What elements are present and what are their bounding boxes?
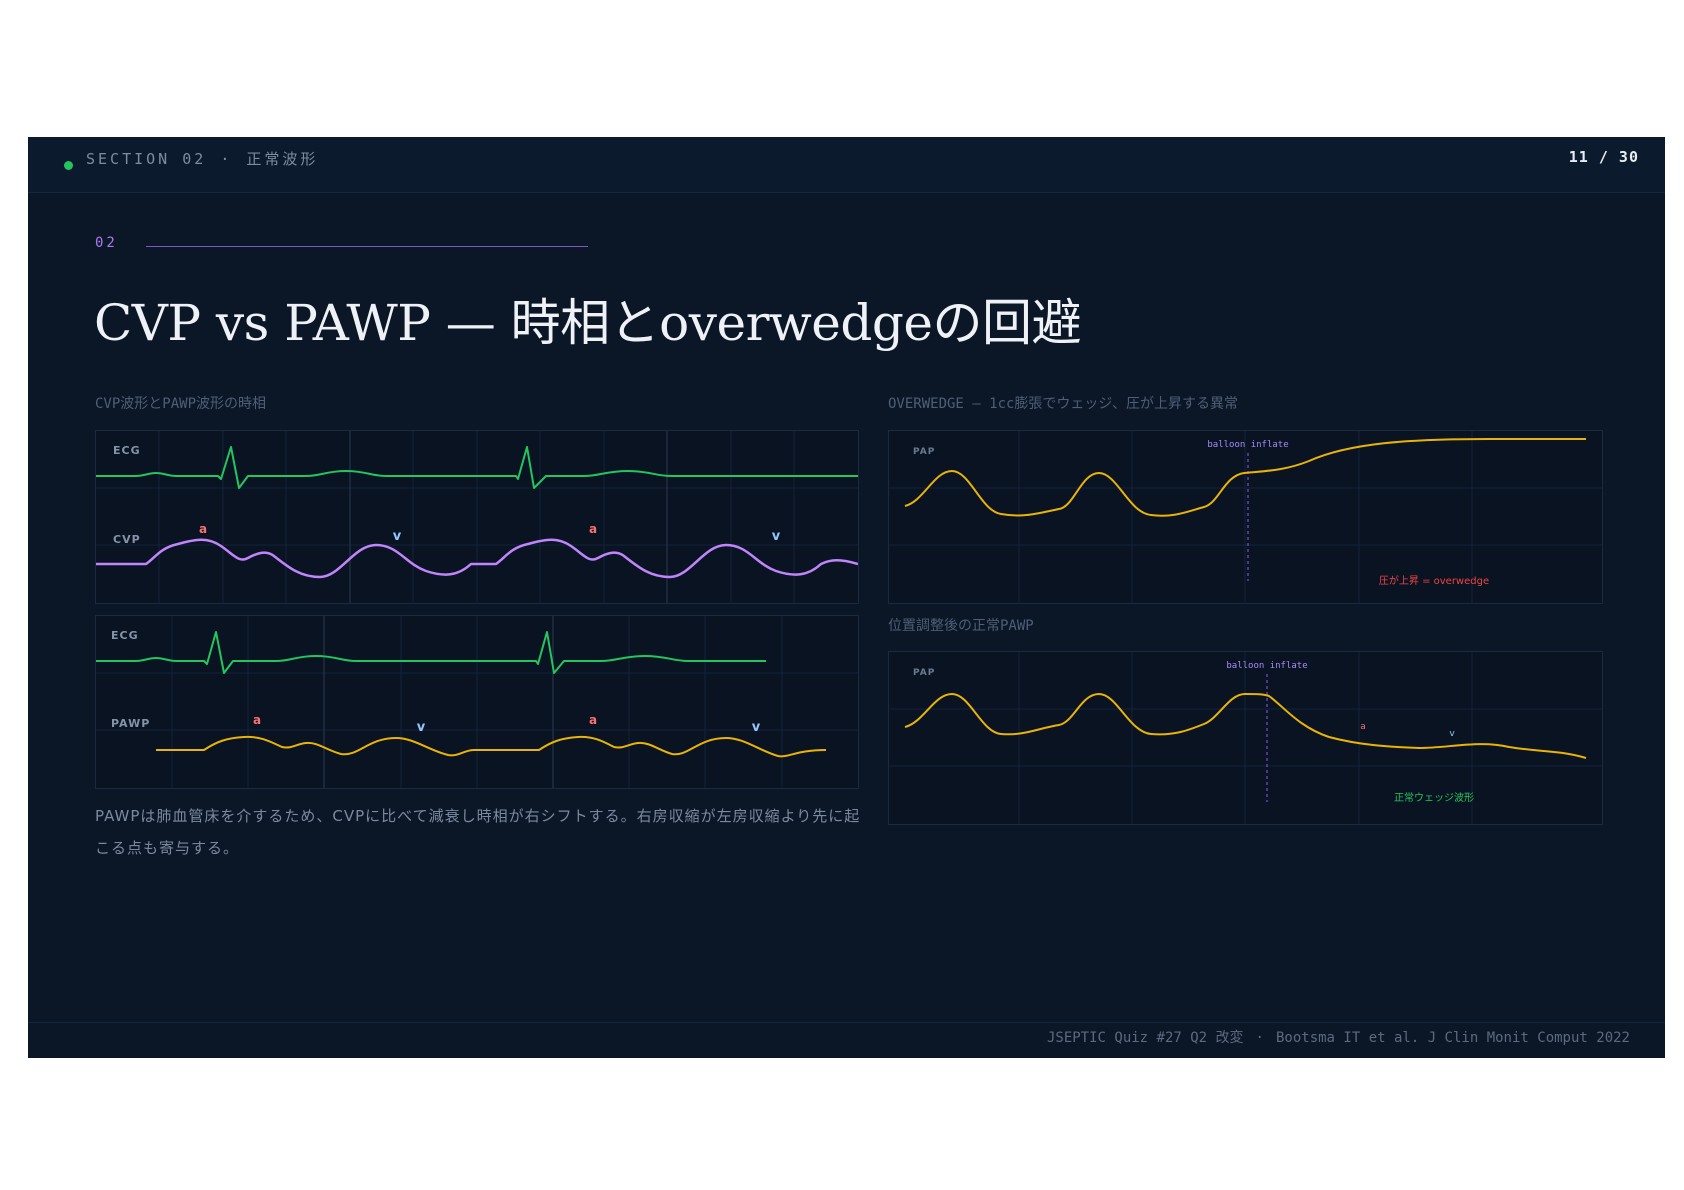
pawp-a-wave-label-2: a xyxy=(589,713,597,727)
pap-track-label: PAP xyxy=(913,447,935,457)
slide-number-rule xyxy=(146,246,588,247)
cvp-v-wave-label: v xyxy=(393,529,402,544)
ecg-track-label: ECG xyxy=(113,444,141,457)
ecg-waveform-2 xyxy=(96,631,766,674)
top-bar: SECTION 02 · 正常波形 11 / 30 xyxy=(28,137,1665,193)
pawp-timing-panel: ECG PAWP a v a v xyxy=(95,615,859,789)
footer-reference: Bootsma IT et al. J Clin Monit Comput 20… xyxy=(1275,1030,1630,1046)
section-breadcrumb: SECTION 02 · 正常波形 xyxy=(86,148,318,169)
cvp-a-wave-label: a xyxy=(199,522,207,536)
pawp-v-wave-label: v xyxy=(417,720,426,735)
pawp-timing-diagram: ECG PAWP a v a v xyxy=(96,616,858,788)
cvp-waveform xyxy=(96,538,858,579)
pawp-waveform xyxy=(156,735,827,758)
footer: JSEPTIC Quiz #27 Q2 改変 · Bootsma IT et al.… xyxy=(28,1022,1665,1058)
cvp-track-label: CVP xyxy=(113,533,141,546)
cvp-timing-panel: ECG CVP a v a v xyxy=(95,430,859,604)
overwedge-diagram: PAP balloon inflate 圧が上昇 = overwedge xyxy=(889,431,1602,603)
pawp-v-wave-label-2: v xyxy=(752,720,761,735)
cvp-v-wave-label-2: v xyxy=(772,529,781,544)
breadcrumb-separator: · xyxy=(220,150,233,168)
overwedge-waveform xyxy=(904,438,1586,517)
slide: SECTION 02 · 正常波形 11 / 30 02 CVP vs PAWP —… xyxy=(28,137,1665,1058)
overwedge-annotation: 圧が上昇 = overwedge xyxy=(1379,574,1489,587)
normal-pawp-caption: 位置調整後の正常PAWP xyxy=(888,618,1034,634)
normal-pawp-v-label: v xyxy=(1449,729,1455,739)
cvp-timing-diagram: ECG CVP a v a v xyxy=(96,431,858,603)
pawp-a-wave-label: a xyxy=(253,713,261,727)
section-topic: 正常波形 xyxy=(246,150,319,168)
normal-pawp-waveform xyxy=(904,693,1587,759)
left-caption: CVP波形とPAWP波形の時相 xyxy=(95,396,267,412)
footer-citation: JSEPTIC Quiz #27 Q2 改変 · Bootsma IT et al.… xyxy=(1047,1027,1630,1047)
slide-number: 02 xyxy=(95,235,118,251)
pawp-track-label: PAWP xyxy=(111,717,150,730)
normal-pawp-panel: PAP balloon inflate a v 正常ウェッジ波形 xyxy=(888,651,1603,825)
normal-pawp-a-label: a xyxy=(1360,722,1366,732)
slide-title: CVP vs PAWP — 時相とoverwedgeの回避 xyxy=(94,294,1082,352)
balloon-inflate-label-2: balloon inflate xyxy=(1226,661,1307,671)
normal-wedge-annotation: 正常ウェッジ波形 xyxy=(1394,791,1474,804)
overwedge-panel: PAP balloon inflate 圧が上昇 = overwedge xyxy=(888,430,1603,604)
overwedge-caption: OVERWEDGE — 1cc膨張でウェッジ、圧が上昇する異常 xyxy=(888,396,1239,412)
section-label: SECTION 02 xyxy=(86,150,207,168)
status-dot-icon xyxy=(64,161,73,170)
footer-separator: · xyxy=(1255,1030,1264,1046)
footer-source: JSEPTIC Quiz #27 Q2 改変 xyxy=(1046,1030,1244,1046)
cvp-a-wave-label-2: a xyxy=(589,522,597,536)
ecg-track-label-2: ECG xyxy=(111,629,139,642)
normal-pawp-diagram: PAP balloon inflate a v 正常ウェッジ波形 xyxy=(889,652,1602,824)
page-indicator: 11 / 30 xyxy=(1568,148,1639,166)
explanation-text: PAWPは肺血管床を介するため、CVPに比べて減衰し時相が右シフトする。右房収縮… xyxy=(95,807,861,857)
pap-track-label-2: PAP xyxy=(913,668,935,678)
balloon-inflate-label: balloon inflate xyxy=(1207,440,1288,450)
ecg-waveform xyxy=(96,446,858,489)
